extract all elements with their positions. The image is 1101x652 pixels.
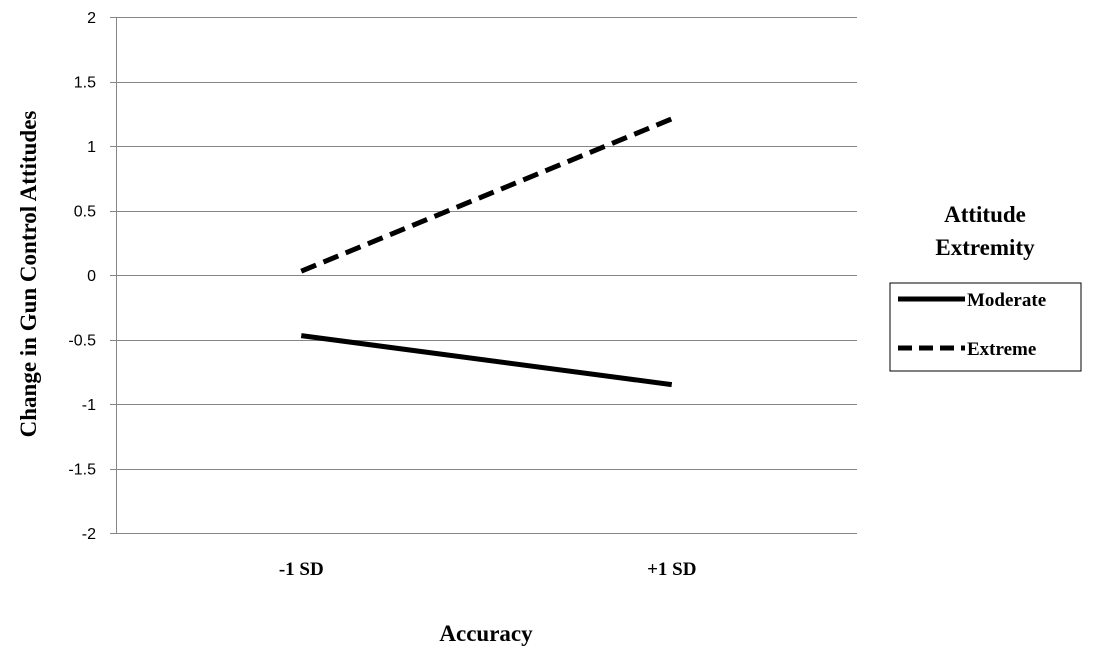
y-tick-label: 0.5 bbox=[74, 204, 96, 221]
legend-label-extreme: Extreme bbox=[967, 339, 1036, 360]
series-line-extreme bbox=[300, 116, 673, 274]
x-axis-title: Accuracy bbox=[439, 621, 533, 646]
x-axis-ticks: -1 SD +1 SD bbox=[279, 559, 697, 580]
y-tick-label: 1 bbox=[87, 139, 96, 156]
gridlines bbox=[110, 17, 857, 534]
legend: Moderate Extreme bbox=[889, 282, 1082, 372]
y-tick-label: -1.5 bbox=[68, 462, 96, 479]
y-axis-title: Change in Gun Control Attitudes bbox=[16, 111, 41, 438]
x-tick-label: -1 SD bbox=[279, 559, 324, 580]
legend-title-line1: Attitude bbox=[944, 202, 1026, 227]
y-tick-label: 2 bbox=[87, 10, 96, 27]
series-lines bbox=[300, 116, 673, 388]
y-tick-label: -2 bbox=[82, 526, 96, 543]
legend-items: Moderate Extreme bbox=[898, 290, 1046, 360]
series-line-moderate bbox=[300, 333, 673, 388]
x-tick-label: +1 SD bbox=[647, 559, 696, 580]
legend-title-line2: Extremity bbox=[935, 235, 1035, 260]
y-tick-label: -1 bbox=[82, 397, 96, 414]
y-tick-label: -0.5 bbox=[68, 333, 96, 350]
legend-title: Attitude Extremity bbox=[935, 202, 1035, 260]
y-axis-ticks: -2 -1.5 -1 -0.5 0 0.5 1 1.5 2 bbox=[68, 10, 96, 543]
y-tick-label: 0 bbox=[87, 268, 96, 285]
legend-label-moderate: Moderate bbox=[967, 290, 1046, 311]
y-tick-label: 1.5 bbox=[74, 75, 96, 92]
